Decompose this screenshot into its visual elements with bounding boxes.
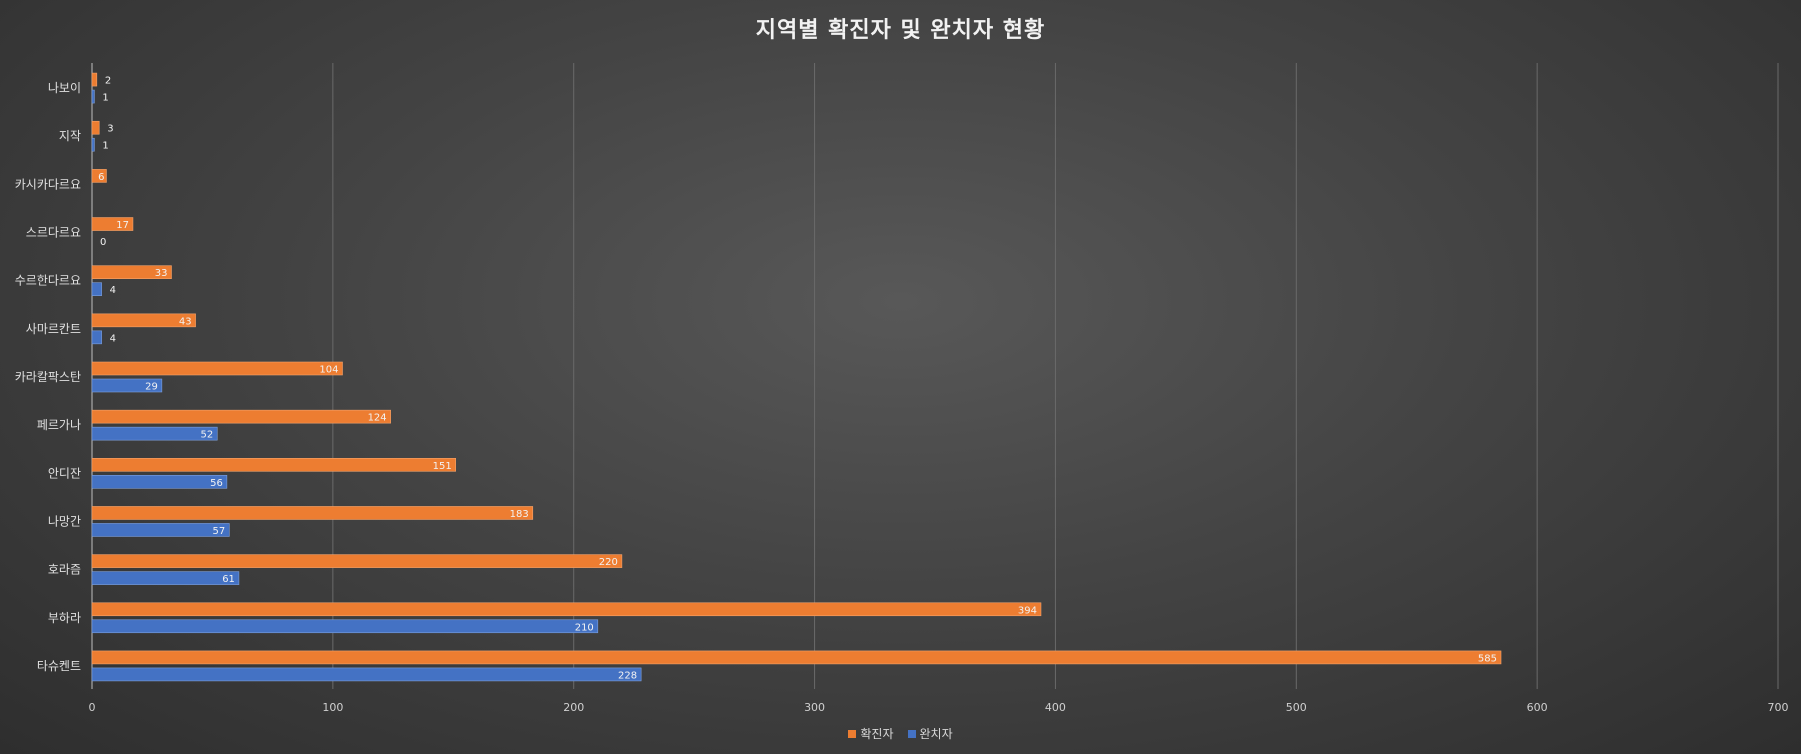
data-label-confirmed: 183 [510, 509, 529, 520]
data-label-recovered: 210 [575, 622, 594, 633]
category-label: 스르다르요 [26, 226, 81, 240]
bar-recovered [91, 137, 95, 152]
data-label-confirmed: 220 [599, 557, 618, 568]
bar-confirmed [91, 217, 134, 231]
bar-confirmed [91, 313, 196, 328]
data-label-recovered: 4 [110, 285, 116, 296]
data-label-recovered: 1 [102, 141, 108, 152]
data-label-recovered: 52 [201, 430, 214, 441]
category-label: 카시카다르요 [15, 177, 81, 191]
bar-confirmed [91, 120, 100, 135]
legend-label-confirmed: 확진자 [860, 727, 894, 741]
x-tick-label: 500 [1286, 701, 1307, 714]
category-label: 부하라 [48, 611, 81, 625]
legend-swatch-recovered [907, 729, 916, 738]
data-label-recovered: 56 [210, 478, 223, 489]
legend: 확진자 완치자 [0, 725, 1801, 742]
bar-confirmed [91, 506, 534, 520]
bar-confirmed [91, 554, 623, 568]
bar-confirmed [91, 361, 343, 376]
data-label-confirmed: 43 [179, 316, 192, 327]
category-label: 호라즘 [48, 563, 81, 577]
bar-recovered [91, 282, 102, 296]
data-label-confirmed: 394 [1018, 605, 1037, 616]
bar-confirmed [91, 602, 1042, 617]
legend-item-recovered: 완치자 [907, 725, 953, 742]
category-label: 나망간 [48, 514, 81, 528]
bar-recovered [91, 523, 230, 537]
data-label-recovered: 0 [100, 237, 106, 248]
data-label-recovered: 228 [618, 670, 637, 681]
category-label: 나보이 [48, 81, 81, 95]
data-label-recovered: 29 [145, 382, 158, 393]
x-tick-label: 400 [1045, 701, 1066, 714]
bar-recovered [91, 475, 228, 489]
bar-recovered [91, 571, 240, 585]
bar-recovered [91, 89, 95, 104]
data-label-recovered: 1 [102, 93, 108, 104]
legend-item-confirmed: 확진자 [848, 725, 894, 742]
category-label: 사마르칸트 [26, 322, 81, 336]
category-label: 카라칼팍스탄 [15, 370, 81, 384]
bar-recovered [91, 330, 102, 345]
category-label: 안디잔 [48, 466, 81, 480]
data-label-recovered: 57 [213, 526, 226, 537]
bar-confirmed [91, 650, 1502, 665]
bar-confirmed [91, 265, 172, 279]
chart-title: 지역별 확진자 및 완치자 현황 [755, 18, 1046, 43]
data-label-recovered: 61 [222, 574, 235, 585]
category-label: 수르한다르요 [15, 274, 81, 288]
x-tick-label: 0 [89, 701, 96, 714]
data-label-confirmed: 2 [105, 76, 111, 87]
x-tick-label: 700 [1768, 701, 1789, 714]
data-label-confirmed: 6 [98, 172, 104, 183]
category-label: 페르가나 [37, 418, 81, 432]
data-label-confirmed: 17 [116, 220, 129, 231]
bar-confirmed [91, 72, 98, 87]
data-label-confirmed: 104 [319, 365, 338, 376]
x-tick-label: 300 [804, 701, 825, 714]
bar-recovered [91, 667, 642, 682]
data-label-confirmed: 124 [368, 413, 387, 424]
legend-swatch-confirmed [848, 729, 857, 738]
data-label-recovered: 4 [110, 333, 116, 344]
bar-confirmed [91, 409, 391, 424]
legend-label-recovered: 완치자 [919, 727, 953, 741]
bar-recovered [91, 426, 218, 441]
x-tick-label: 100 [322, 701, 343, 714]
bar-confirmed [91, 169, 107, 183]
category-label: 지작 [59, 129, 81, 143]
x-tick-label: 200 [563, 701, 584, 714]
data-label-confirmed: 33 [155, 268, 168, 279]
x-tick-label: 600 [1527, 701, 1548, 714]
data-label-confirmed: 585 [1478, 653, 1497, 664]
bar-confirmed [91, 458, 456, 472]
data-label-confirmed: 151 [433, 461, 452, 472]
data-label-confirmed: 3 [107, 124, 113, 135]
bar-recovered [91, 619, 599, 634]
bar-recovered [91, 378, 163, 393]
category-label: 타슈켄트 [37, 659, 81, 673]
